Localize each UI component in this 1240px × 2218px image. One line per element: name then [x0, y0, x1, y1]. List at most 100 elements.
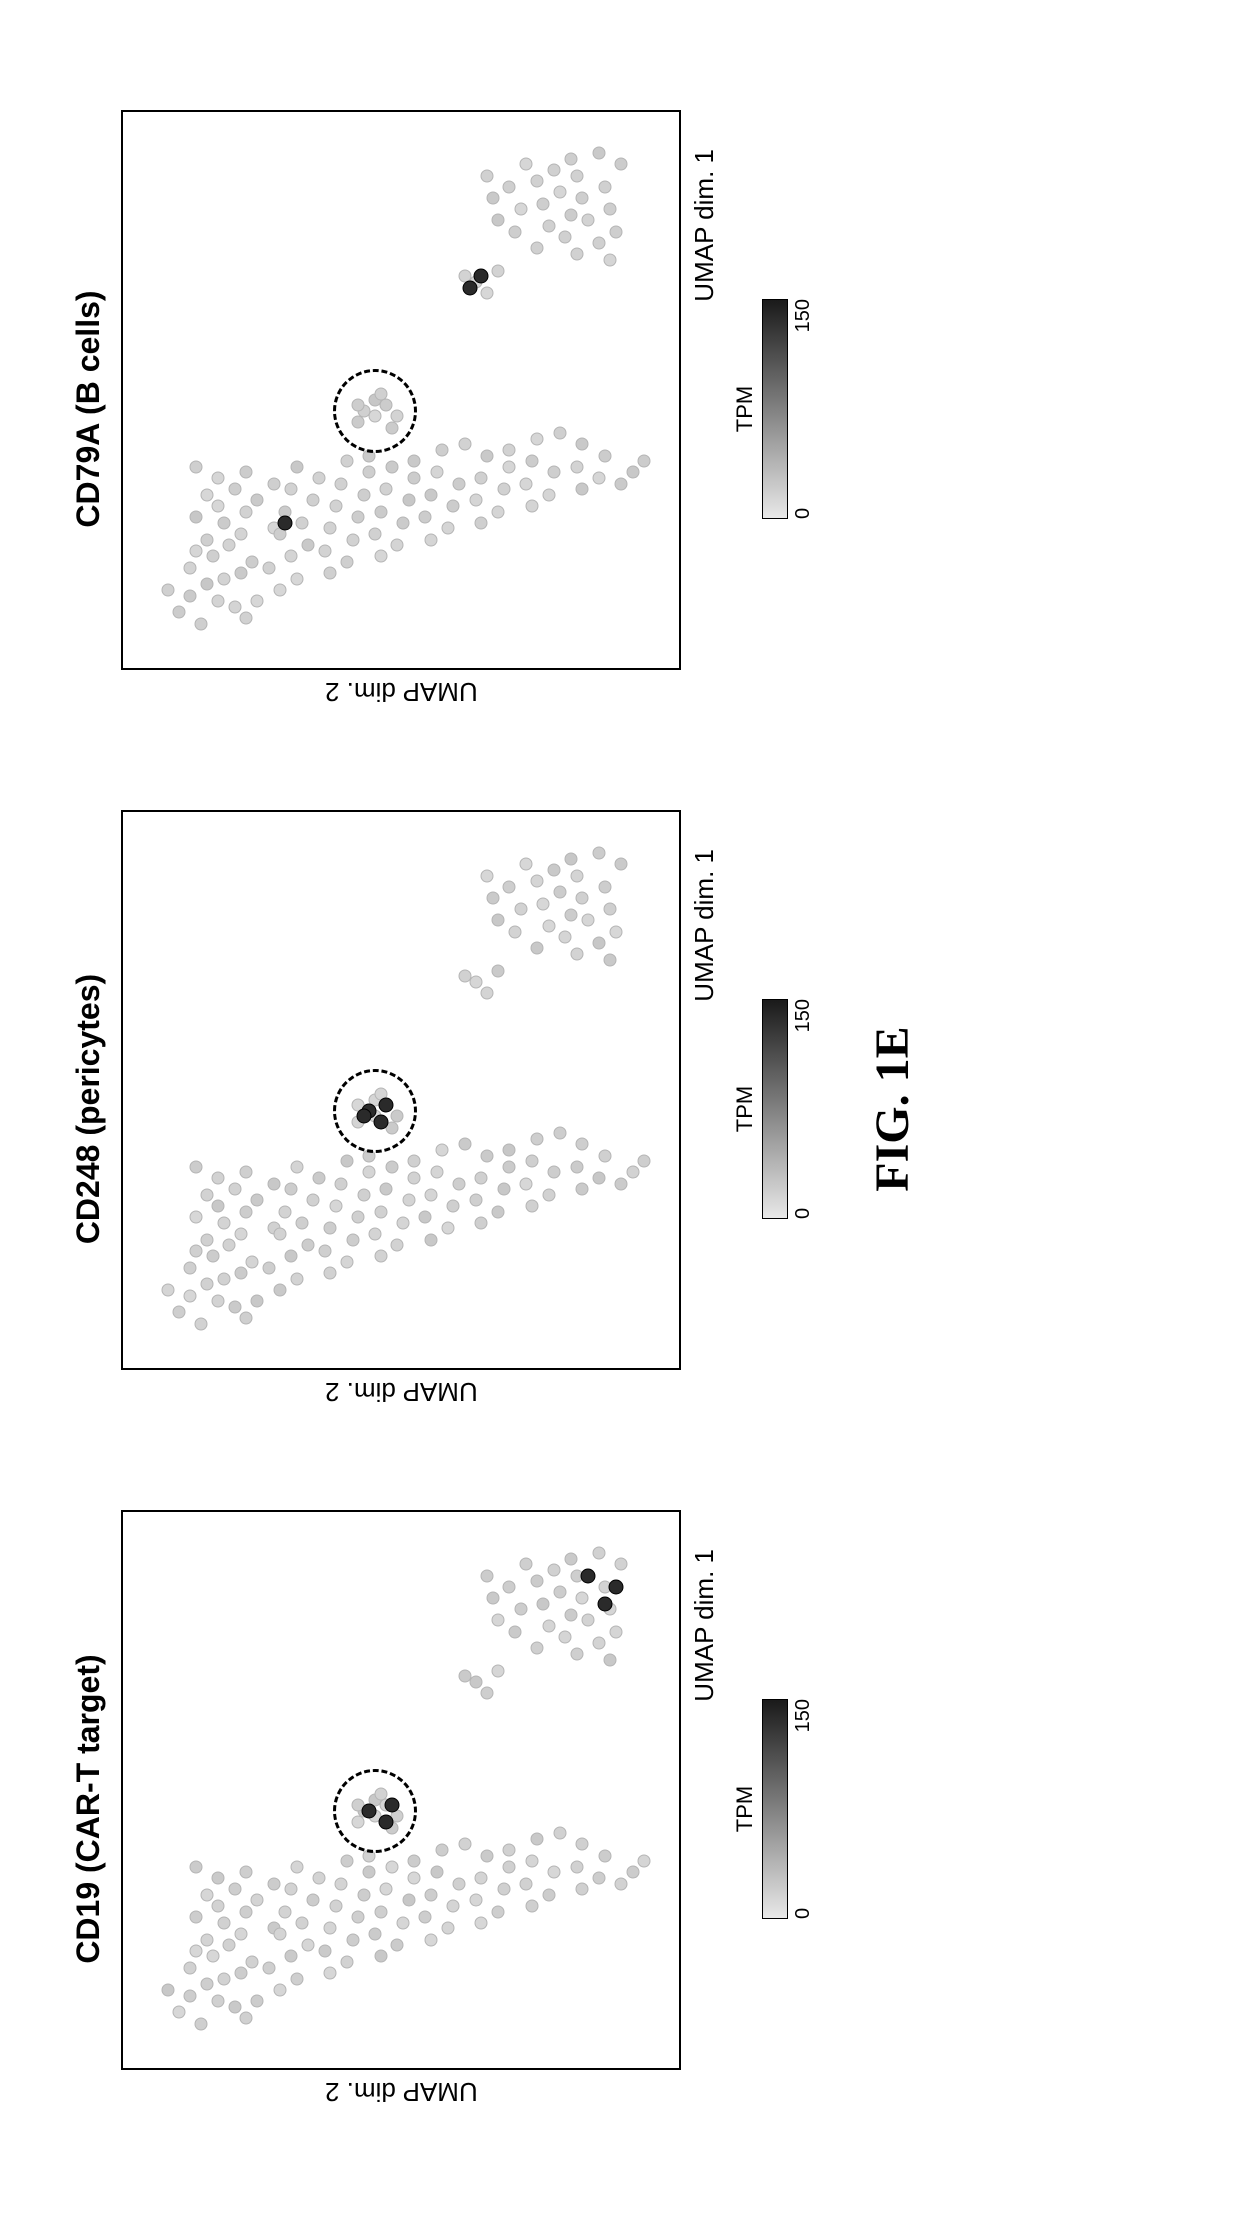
data-point	[296, 1916, 309, 1929]
data-point	[447, 1200, 460, 1213]
data-point	[201, 1888, 214, 1901]
data-point	[268, 1177, 281, 1190]
data-point	[173, 1306, 186, 1319]
data-point	[576, 483, 589, 496]
data-point	[189, 511, 202, 524]
data-point	[565, 1608, 578, 1621]
data-point	[195, 617, 208, 630]
data-point	[576, 438, 589, 451]
data-point	[397, 1216, 410, 1229]
data-point	[313, 1172, 326, 1185]
legend-gradient	[762, 299, 788, 519]
data-point	[341, 455, 354, 468]
data-point	[565, 908, 578, 921]
data-point	[481, 1687, 494, 1700]
data-point	[268, 477, 281, 490]
data-point	[475, 472, 488, 485]
data-point	[492, 264, 505, 277]
data-point-high	[278, 515, 293, 530]
data-point	[520, 1877, 533, 1890]
data-point	[492, 1664, 505, 1677]
x-axis-label: UMAP dim. 1	[689, 149, 720, 302]
data-point	[229, 1883, 242, 1896]
data-point	[184, 1961, 197, 1974]
data-point	[598, 1149, 611, 1162]
data-point	[352, 1911, 365, 1924]
data-point	[441, 522, 454, 535]
data-point	[593, 936, 606, 949]
data-point	[380, 1183, 393, 1196]
data-point	[615, 477, 628, 490]
data-point	[458, 438, 471, 451]
data-point	[273, 1228, 286, 1241]
data-point	[425, 488, 438, 501]
data-point	[346, 533, 359, 546]
data-point	[497, 1183, 510, 1196]
data-point	[408, 472, 421, 485]
data-point	[335, 1877, 348, 1890]
data-point	[285, 550, 298, 563]
panel-cd248: CD248 (pericytes)UMAP dim. 2UMAP dim. 1T…	[70, 789, 815, 1429]
data-point	[385, 1860, 398, 1873]
data-point	[195, 1317, 208, 1330]
data-point	[251, 494, 264, 507]
data-point	[581, 914, 594, 927]
data-point	[201, 1278, 214, 1291]
data-point	[212, 472, 225, 485]
data-point	[581, 214, 594, 227]
data-point	[486, 192, 499, 205]
data-point	[318, 1244, 331, 1257]
data-point	[576, 192, 589, 205]
data-point	[290, 460, 303, 473]
data-point	[503, 1580, 516, 1593]
data-point	[593, 147, 606, 160]
data-point	[184, 561, 197, 574]
data-point	[503, 1160, 516, 1173]
data-point	[195, 2017, 208, 2030]
data-point	[481, 1569, 494, 1582]
data-point	[201, 1188, 214, 1201]
data-point	[537, 197, 550, 210]
data-point	[206, 550, 219, 563]
data-point	[503, 180, 516, 193]
legend-tick-max: 150	[792, 299, 815, 332]
data-point	[604, 903, 617, 916]
data-point	[436, 1844, 449, 1857]
data-point	[570, 169, 583, 182]
color-legend: TPM0150	[732, 999, 815, 1219]
data-point	[234, 1928, 247, 1941]
data-point	[285, 1950, 298, 1963]
data-point	[229, 600, 242, 613]
data-point	[542, 488, 555, 501]
data-point	[206, 1250, 219, 1263]
data-point	[525, 455, 538, 468]
data-point	[514, 203, 527, 216]
data-point	[397, 516, 410, 529]
data-point	[548, 164, 561, 177]
data-point	[262, 1261, 275, 1274]
data-point	[593, 1636, 606, 1649]
data-point	[240, 612, 253, 625]
data-point	[385, 460, 398, 473]
data-point	[201, 578, 214, 591]
data-point	[374, 1950, 387, 1963]
data-point	[604, 1653, 617, 1666]
data-point	[268, 1877, 281, 1890]
legend-tick-max: 150	[792, 1699, 815, 1732]
data-point	[481, 1149, 494, 1162]
data-point	[402, 1194, 415, 1207]
data-point	[279, 1905, 292, 1918]
data-point	[615, 858, 628, 871]
data-point	[369, 528, 382, 541]
data-point	[324, 1222, 337, 1235]
data-point	[341, 556, 354, 569]
data-point	[542, 920, 555, 933]
data-point	[503, 444, 516, 457]
data-point	[161, 1984, 174, 1997]
data-point	[492, 505, 505, 518]
data-point	[324, 1922, 337, 1935]
data-point-high	[608, 1579, 623, 1594]
data-point	[324, 567, 337, 580]
data-point-high	[597, 1596, 612, 1611]
data-point	[240, 1905, 253, 1918]
